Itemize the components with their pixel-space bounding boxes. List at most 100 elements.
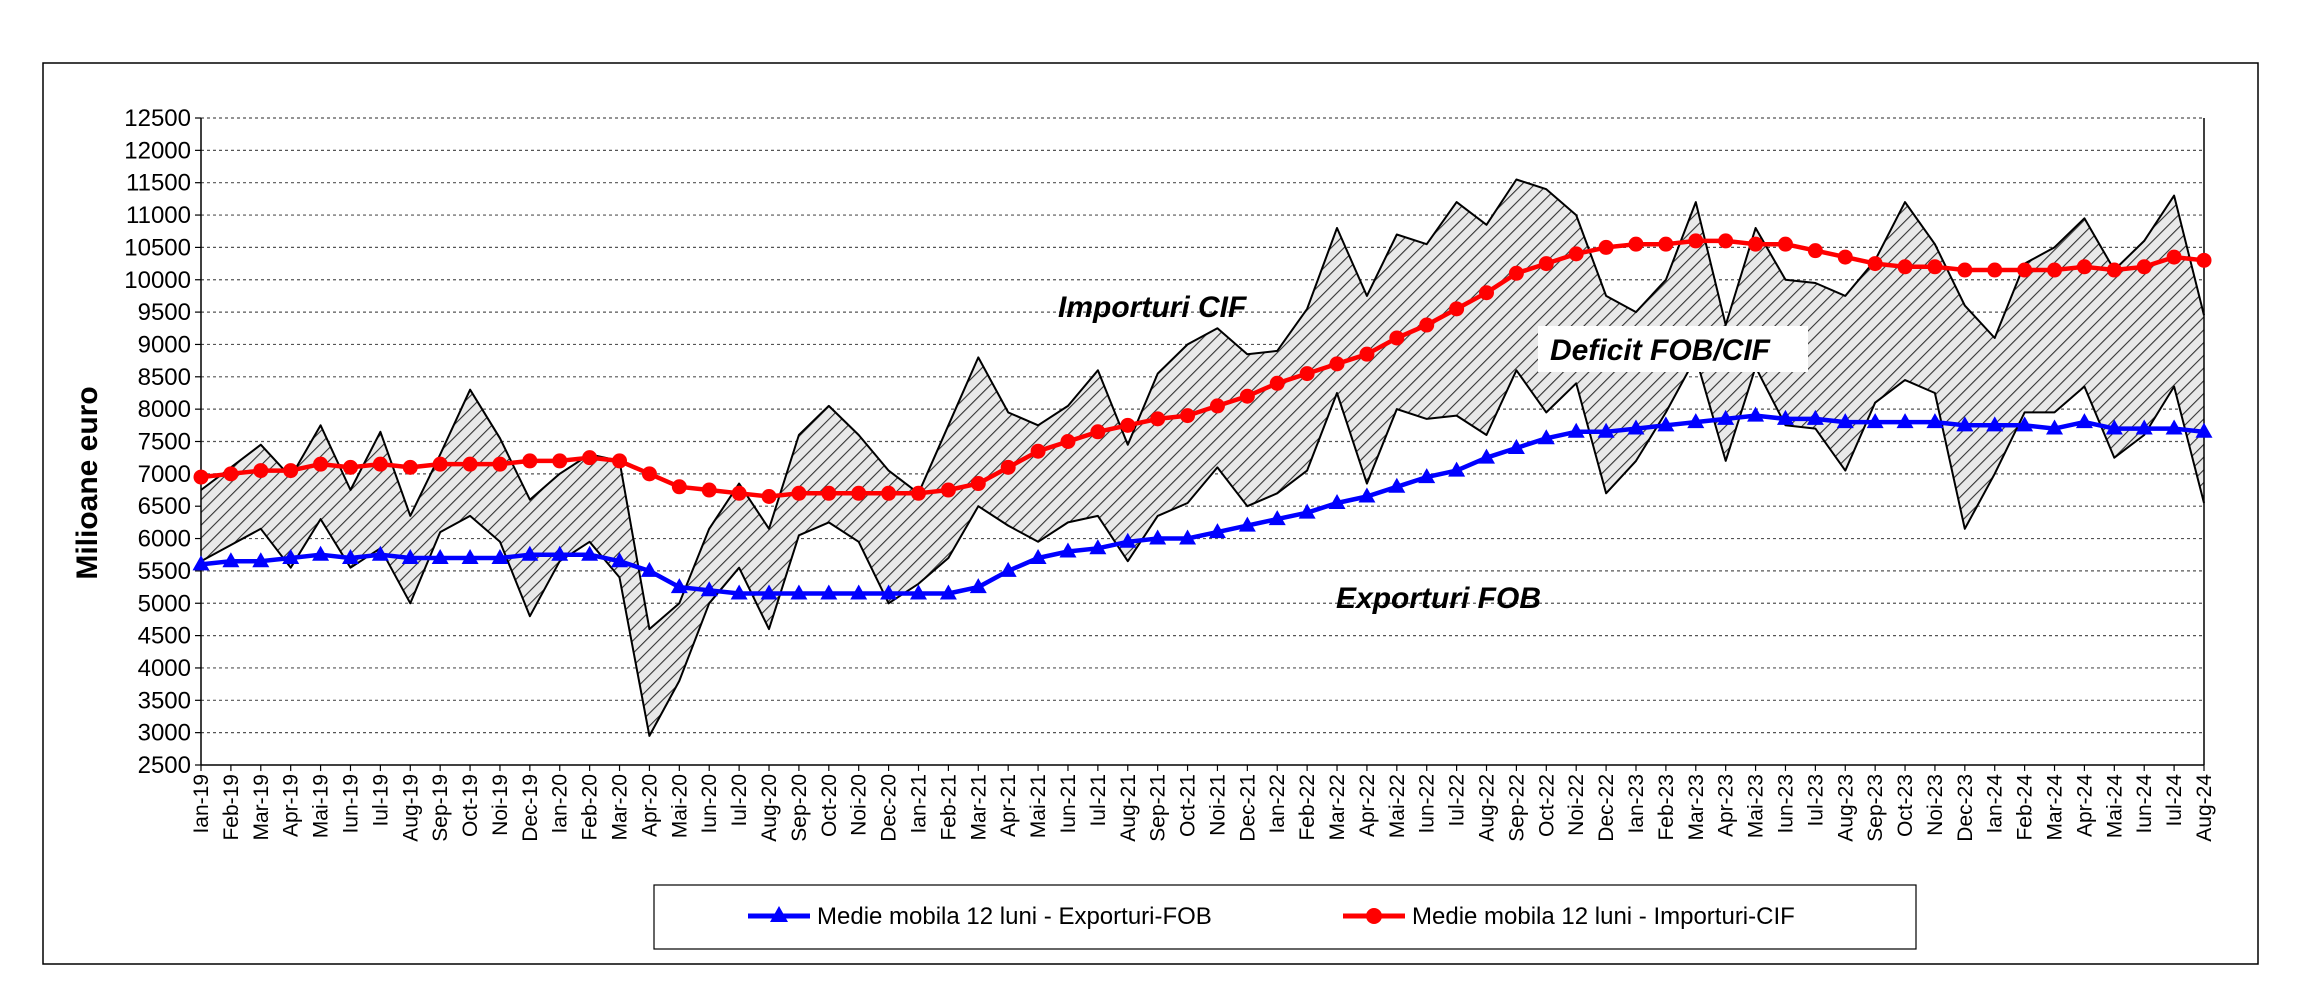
imports-ma-point — [1150, 411, 1166, 427]
exports-ma-point — [1986, 416, 2004, 432]
exports-ma-point — [282, 548, 300, 564]
y-tick-label: 4500 — [138, 623, 191, 650]
x-tick-label: Oct-20 — [818, 774, 841, 837]
y-tick-label: 12500 — [124, 105, 191, 132]
x-tick-label: Dec-23 — [1954, 774, 1977, 842]
imports-ma-point — [1120, 417, 1136, 433]
series-markers — [192, 233, 2213, 600]
imports-ma-point — [1508, 265, 1524, 281]
x-tick-label: Mar-19 — [250, 774, 273, 841]
annotation-label: Importuri CIF — [1058, 291, 1247, 324]
x-tick-label: Dec-20 — [878, 774, 901, 842]
exports-ma-point — [700, 581, 718, 597]
imports-ma-point — [761, 488, 777, 504]
exports-ma-point — [1956, 416, 1974, 432]
deficit-area — [201, 179, 2204, 736]
x-tick-label: Dec-22 — [1595, 774, 1618, 842]
imports-ma-point — [193, 469, 209, 485]
x-tick-label: Mai-23 — [1745, 774, 1768, 838]
exports-ma-point — [2135, 419, 2153, 435]
exports-ma-point — [1238, 516, 1256, 532]
exports-ma-point — [341, 548, 359, 564]
x-tick-label: Apr-21 — [997, 774, 1020, 837]
x-tick-label: Ian-23 — [1625, 774, 1648, 834]
y-tick-label: 3500 — [138, 687, 191, 714]
imports-ma-point — [851, 485, 867, 501]
x-tick-label: Ian-19 — [190, 774, 213, 834]
exports-ma-point — [1537, 429, 1555, 445]
imports-ma-point — [1688, 233, 1704, 249]
x-tick-label: Ian-20 — [549, 774, 572, 834]
x-tick-label: Iul-22 — [1446, 774, 1469, 827]
y-tick-label: 7500 — [138, 429, 191, 456]
exports-ma-point — [611, 552, 629, 568]
exports-ma-point — [1208, 523, 1226, 539]
exports-ma-point — [1717, 409, 1735, 425]
imports-ma-point — [2017, 262, 2033, 278]
x-tick-label: Mar-21 — [967, 774, 990, 841]
imports-ma-point — [881, 485, 897, 501]
x-tick-label: Noi-19 — [489, 774, 512, 836]
imports-ma-point — [1927, 259, 1943, 275]
imports-ma-point — [522, 453, 538, 469]
legend-label-exports: Medie mobila 12 luni - Exporturi-FOB — [817, 903, 1212, 930]
x-tick-label: Dec-21 — [1236, 774, 1259, 842]
x-tick-label: Aug-19 — [399, 774, 422, 842]
exports-ma-point — [999, 561, 1017, 577]
imports-ma-point — [313, 456, 329, 472]
exports-ma-point — [1328, 493, 1346, 509]
y-tick-label: 12000 — [124, 137, 191, 164]
exports-ma-point — [1597, 422, 1615, 438]
imports-ma-point — [1807, 243, 1823, 259]
exports-ma-point — [2075, 413, 2093, 429]
imports-ma-point — [552, 453, 568, 469]
exports-ma-point — [1507, 438, 1525, 454]
y-tick-label: 9000 — [138, 331, 191, 358]
imports-ma-point — [462, 456, 478, 472]
y-tick-label: 11500 — [126, 170, 191, 197]
exports-ma-point — [1657, 416, 1675, 432]
y-axis-title: Milioane euro — [71, 386, 104, 579]
x-tick-label: Aug-23 — [1834, 774, 1857, 842]
x-tick-label: Mai-20 — [668, 774, 691, 838]
exports-ma-point — [2195, 422, 2213, 438]
exports-ma-point — [431, 548, 449, 564]
exports-ma-point — [1059, 542, 1077, 558]
x-tick-label: Oct-19 — [459, 774, 482, 837]
imports-ma-point — [1209, 398, 1225, 414]
exports-ma-point — [1119, 532, 1137, 548]
imports-ma-point — [1000, 459, 1016, 475]
x-tick-label: Iul-21 — [1087, 774, 1110, 827]
imports-ma-point — [2106, 262, 2122, 278]
imports-ma-point — [1628, 236, 1644, 252]
axes — [195, 117, 2205, 766]
x-tick-label: Feb-22 — [1296, 774, 1319, 841]
exports-ma-point — [1747, 406, 1765, 422]
x-tick-label: Ian-22 — [1266, 774, 1289, 834]
x-tick-label: Mai-21 — [1027, 774, 1050, 838]
y-tick-label: 10000 — [124, 267, 191, 294]
x-tick-label: Iun-24 — [2133, 774, 2156, 834]
imports-ma-point — [791, 485, 807, 501]
exports-ma-point — [730, 584, 748, 600]
x-tick-label: Apr-19 — [280, 774, 303, 837]
y-tick-label: 4000 — [138, 655, 191, 682]
x-tick-label: Mar-23 — [1685, 774, 1708, 841]
exports-ma-point — [1687, 413, 1705, 429]
imports-ma-point — [821, 485, 837, 501]
exports-ma-point — [1567, 422, 1585, 438]
annotation-label: Deficit FOB/CIF — [1550, 334, 1771, 367]
exports-ma-point — [790, 584, 808, 600]
y-tick-label: 6000 — [138, 526, 191, 553]
imports-ma-point — [1239, 388, 1255, 404]
imports-ma-point — [432, 456, 448, 472]
exports-ma-point — [1179, 529, 1197, 545]
x-tick-label: Aug-21 — [1117, 774, 1140, 842]
exports-ma-point — [1418, 468, 1436, 484]
x-tick-label: Sep-20 — [788, 774, 811, 842]
imports-ma-point — [2196, 252, 2212, 268]
imports-ma-point — [1538, 256, 1554, 272]
imports-ma-point — [641, 466, 657, 482]
x-tick-label: Iun-23 — [1774, 774, 1797, 834]
